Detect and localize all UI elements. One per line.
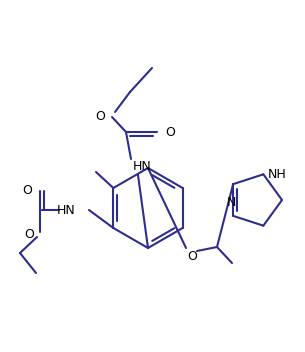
Text: N: N xyxy=(227,196,236,209)
Text: O: O xyxy=(95,111,105,124)
Text: O: O xyxy=(165,126,175,138)
Text: O: O xyxy=(24,227,34,240)
Text: HN: HN xyxy=(133,161,152,174)
Text: O: O xyxy=(187,250,197,263)
Text: HN: HN xyxy=(56,203,75,216)
Text: O: O xyxy=(22,184,32,197)
Text: NH: NH xyxy=(268,168,287,181)
